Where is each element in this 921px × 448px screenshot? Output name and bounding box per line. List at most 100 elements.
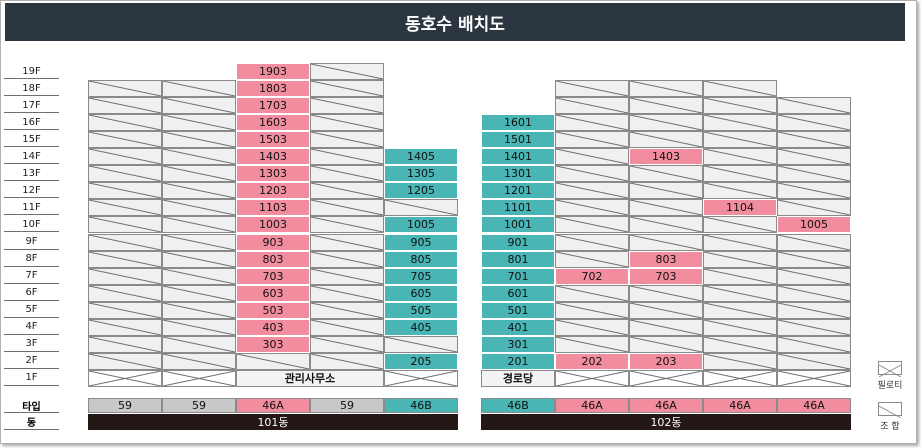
empty-unit-cell bbox=[555, 335, 629, 353]
empty-unit-cell bbox=[777, 233, 851, 251]
piloti-cell bbox=[88, 369, 162, 387]
empty-unit-cell bbox=[555, 216, 629, 234]
unit-cell: 1301 bbox=[481, 165, 555, 183]
floor-label: 9F bbox=[4, 235, 59, 250]
empty-unit-cell bbox=[162, 165, 236, 183]
empty-unit-cell bbox=[310, 284, 384, 302]
type-cell: 46A bbox=[777, 398, 851, 413]
empty-unit-cell bbox=[777, 97, 851, 115]
empty-unit-cell bbox=[162, 352, 236, 370]
empty-unit-cell bbox=[162, 97, 236, 115]
floor-label: 8F bbox=[4, 252, 59, 267]
unit-cell: 905 bbox=[384, 233, 458, 251]
empty-unit-cell bbox=[629, 233, 703, 251]
empty-unit-cell bbox=[629, 131, 703, 149]
unit-cell: 1203 bbox=[236, 182, 310, 200]
floor-label: 13F bbox=[4, 166, 59, 182]
empty-unit-cell bbox=[310, 352, 384, 370]
unit-cell: 203 bbox=[629, 352, 703, 370]
empty-unit-cell bbox=[88, 114, 162, 132]
empty-unit-cell bbox=[703, 250, 777, 268]
unit-cell: 505 bbox=[384, 301, 458, 319]
unit-cell: 601 bbox=[481, 284, 555, 302]
empty-unit-cell bbox=[88, 301, 162, 319]
ground-facility-label: 관리사무소 bbox=[236, 369, 384, 387]
empty-unit-cell bbox=[162, 182, 236, 200]
floor-label: 19F bbox=[4, 64, 59, 79]
floor-label: 17F bbox=[4, 98, 59, 114]
unit-cell: 401 bbox=[481, 318, 555, 336]
empty-unit-cell bbox=[162, 284, 236, 302]
empty-unit-cell bbox=[310, 267, 384, 285]
empty-unit-cell bbox=[310, 233, 384, 251]
floor-label: 4F bbox=[4, 320, 59, 335]
unit-cell: 503 bbox=[236, 301, 310, 319]
unit-cell: 201 bbox=[481, 352, 555, 370]
empty-unit-cell bbox=[162, 250, 236, 268]
empty-unit-cell bbox=[310, 182, 384, 200]
union-legend-icon bbox=[878, 402, 902, 419]
empty-unit-cell bbox=[162, 131, 236, 149]
unit-cell: 1005 bbox=[777, 216, 851, 234]
unit-cell: 903 bbox=[236, 233, 310, 251]
empty-unit-cell bbox=[310, 335, 384, 353]
empty-unit-cell bbox=[310, 114, 384, 132]
empty-unit-cell bbox=[162, 318, 236, 336]
empty-unit-cell bbox=[555, 199, 629, 217]
empty-unit-cell bbox=[777, 318, 851, 336]
empty-unit-cell bbox=[629, 284, 703, 302]
unit-cell: 703 bbox=[236, 267, 310, 285]
unit-cell: 405 bbox=[384, 318, 458, 336]
floor-label: 16F bbox=[4, 115, 59, 131]
floor-label: 3F bbox=[4, 337, 59, 352]
floor-label: 18F bbox=[4, 81, 59, 97]
unit-cell: 1005 bbox=[384, 216, 458, 234]
ground-facility-label: 경로당 bbox=[481, 369, 555, 387]
empty-unit-cell bbox=[384, 335, 458, 353]
empty-unit-cell bbox=[310, 165, 384, 183]
empty-unit-cell bbox=[88, 267, 162, 285]
unit-cell: 603 bbox=[236, 284, 310, 302]
type-cell: 46A bbox=[629, 398, 703, 413]
empty-unit-cell bbox=[703, 97, 777, 115]
empty-unit-cell bbox=[88, 80, 162, 98]
empty-unit-cell bbox=[629, 301, 703, 319]
floor-label: 14F bbox=[4, 149, 59, 165]
empty-unit-cell bbox=[629, 182, 703, 200]
unit-cell: 805 bbox=[384, 250, 458, 268]
empty-unit-cell bbox=[703, 284, 777, 302]
type-row-label: 타입 bbox=[4, 398, 59, 413]
empty-unit-cell bbox=[555, 233, 629, 251]
piloti-cell bbox=[777, 369, 851, 387]
unit-cell: 1603 bbox=[236, 114, 310, 132]
empty-unit-cell bbox=[555, 148, 629, 166]
empty-unit-cell bbox=[555, 301, 629, 319]
empty-unit-cell bbox=[703, 267, 777, 285]
unit-cell: 205 bbox=[384, 352, 458, 370]
unit-cell: 705 bbox=[384, 267, 458, 285]
unit-cell: 1103 bbox=[236, 199, 310, 217]
empty-unit-cell bbox=[555, 318, 629, 336]
empty-unit-cell bbox=[162, 233, 236, 251]
unit-cell: 1703 bbox=[236, 97, 310, 115]
empty-unit-cell bbox=[703, 80, 777, 98]
empty-unit-cell bbox=[88, 318, 162, 336]
unit-cell: 901 bbox=[481, 233, 555, 251]
empty-unit-cell bbox=[236, 352, 310, 370]
empty-unit-cell bbox=[162, 335, 236, 353]
empty-unit-cell bbox=[703, 114, 777, 132]
empty-unit-cell bbox=[703, 165, 777, 183]
empty-unit-cell bbox=[703, 335, 777, 353]
empty-unit-cell bbox=[629, 114, 703, 132]
piloti-cell bbox=[629, 369, 703, 387]
unit-cell: 801 bbox=[481, 250, 555, 268]
union-legend-label: 조 합 bbox=[880, 422, 900, 432]
unit-cell: 202 bbox=[555, 352, 629, 370]
empty-unit-cell bbox=[384, 199, 458, 217]
unit-cell: 1001 bbox=[481, 216, 555, 234]
empty-unit-cell bbox=[88, 199, 162, 217]
type-cell: 46B bbox=[481, 398, 555, 413]
unit-cell: 303 bbox=[236, 335, 310, 353]
unit-cell: 1205 bbox=[384, 182, 458, 200]
unit-cell: 1003 bbox=[236, 216, 310, 234]
